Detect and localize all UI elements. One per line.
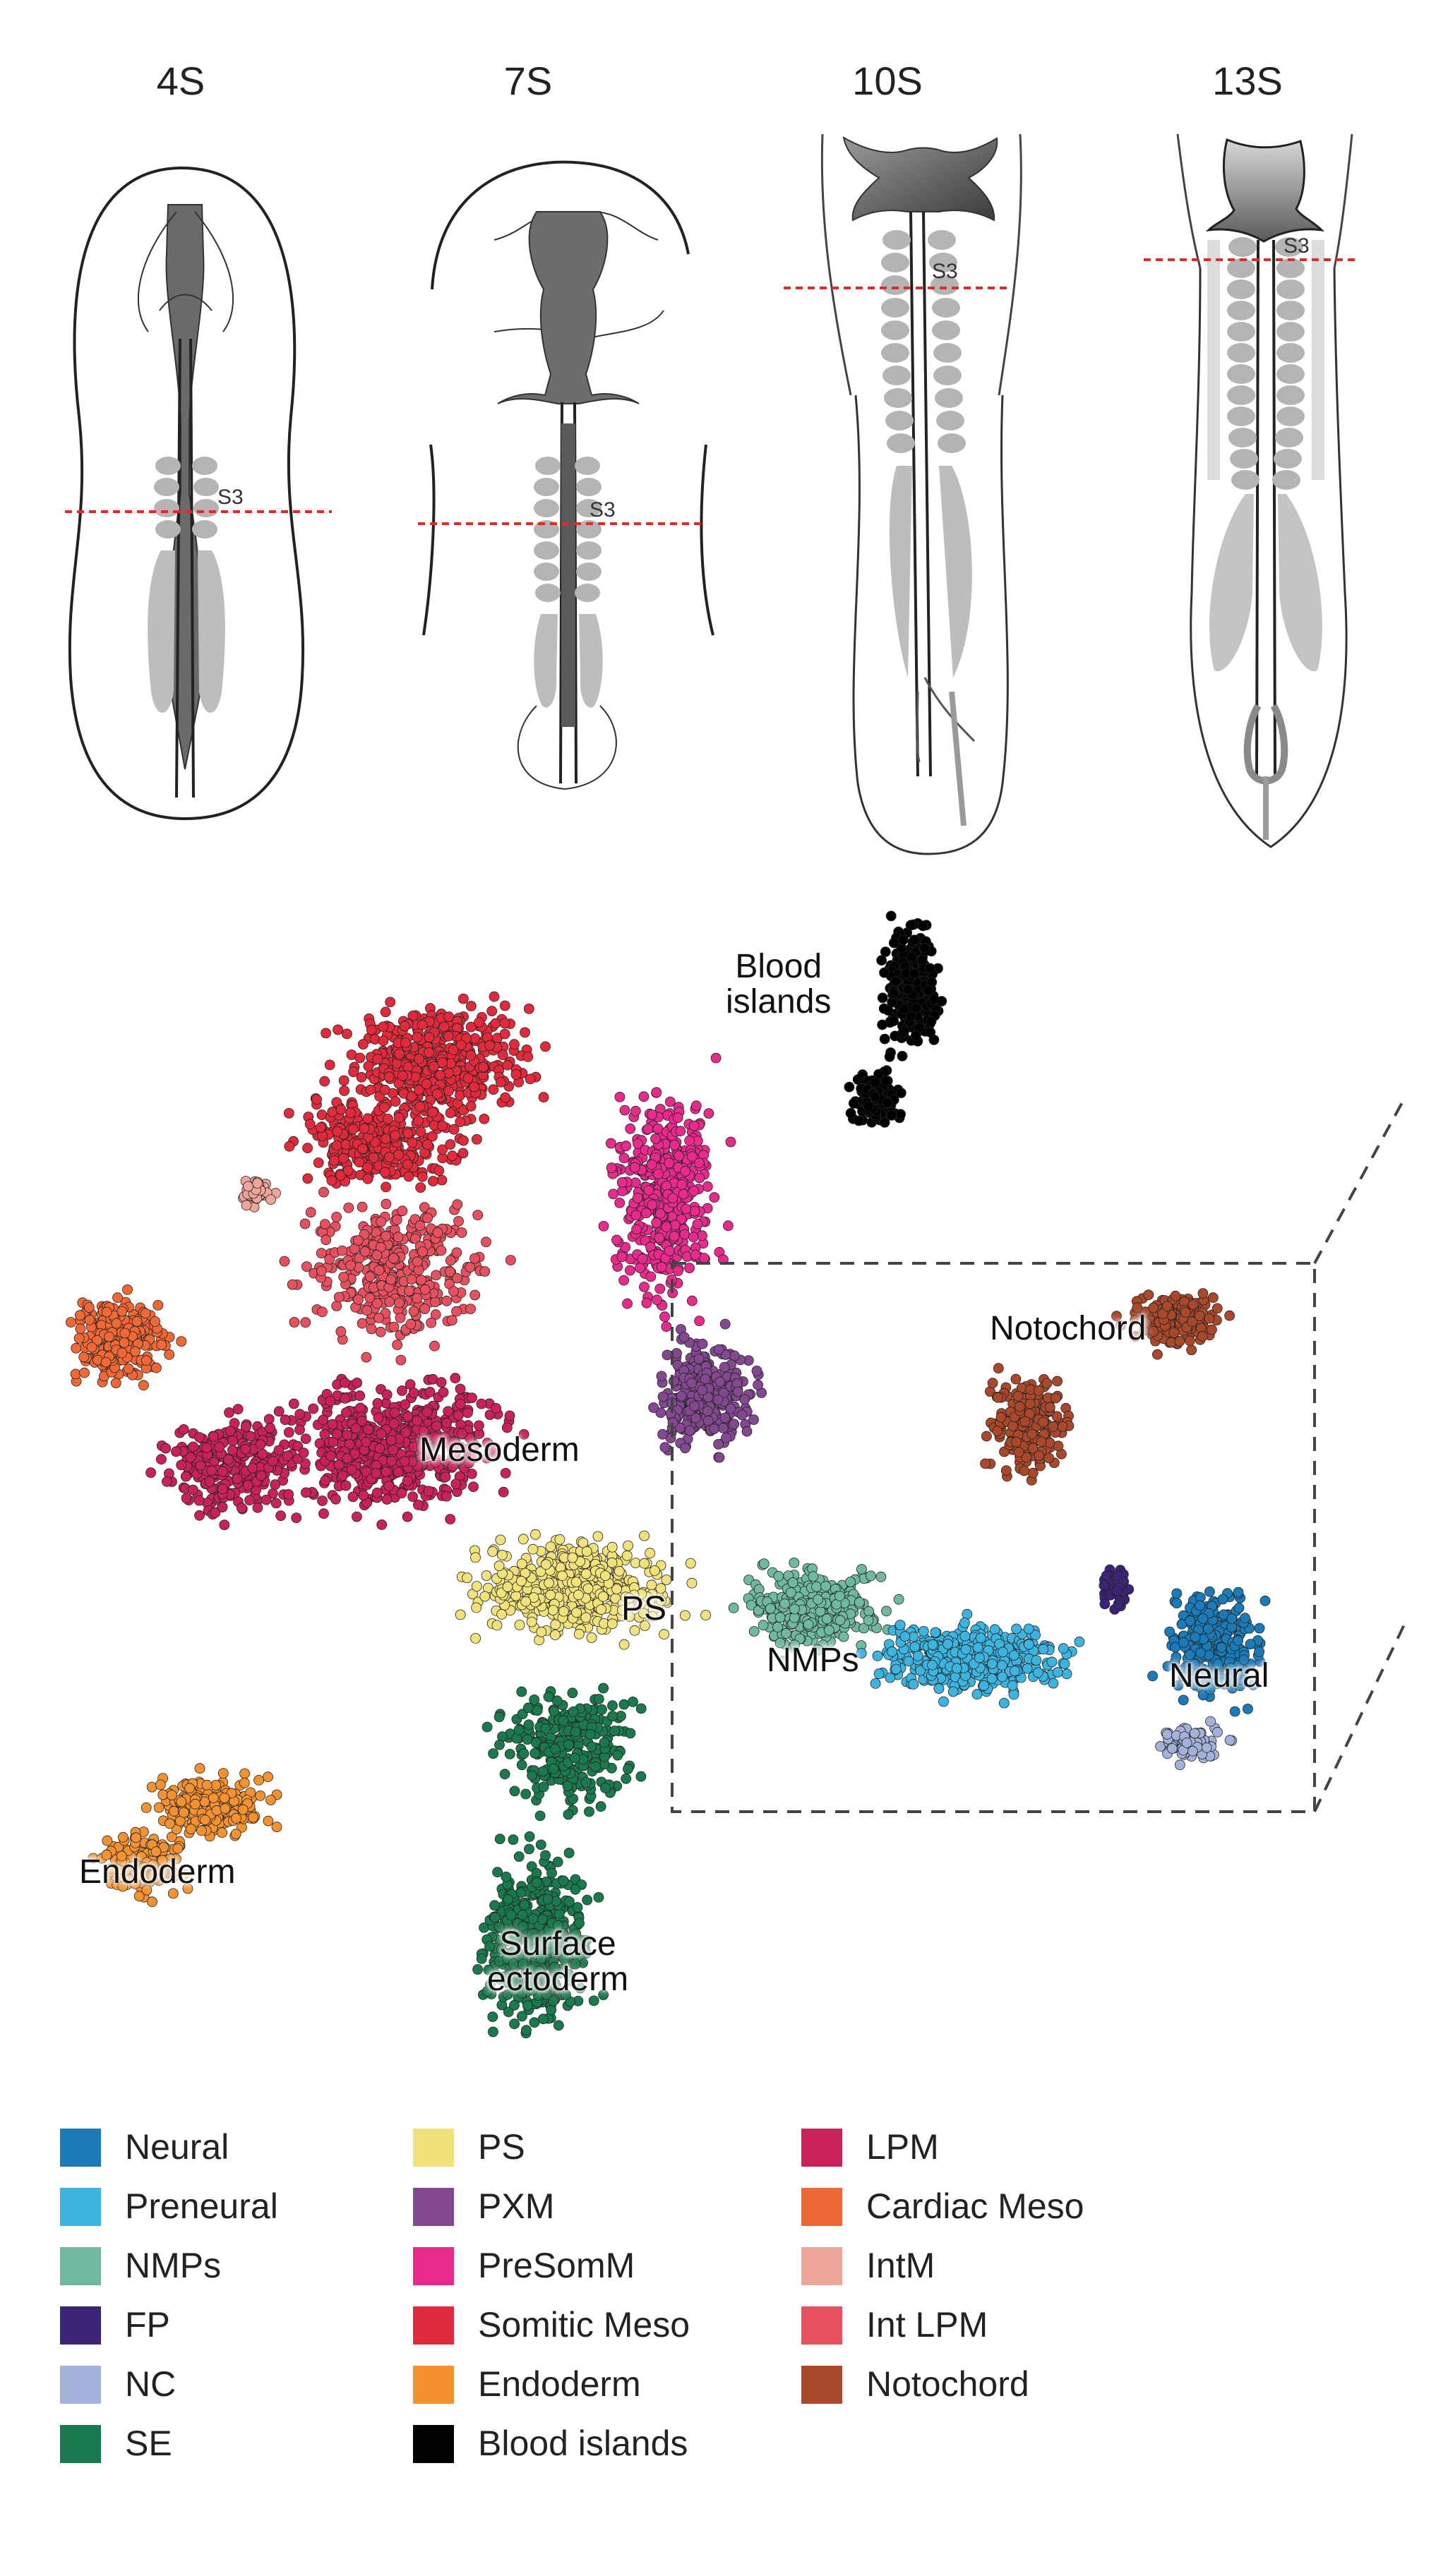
- legend-item: Endoderm: [413, 2361, 808, 2411]
- zoom-box: [671, 1262, 1316, 1813]
- legend-label: Blood islands: [478, 2424, 688, 2463]
- legend-label: Neural: [125, 2127, 229, 2167]
- legend-item: Notochord: [801, 2361, 1197, 2411]
- embryo-13s-somites: [1227, 237, 1305, 490]
- embryo-10s-somites: [881, 230, 966, 453]
- embryo-4s-psm-left: [148, 550, 175, 713]
- legend-label: Cardiac Meso: [866, 2186, 1084, 2226]
- legend-label: PS: [478, 2127, 525, 2167]
- legend-swatch: [413, 2306, 454, 2345]
- legend-label: Somitic Meso: [478, 2305, 690, 2345]
- legend-item: Int LPM: [801, 2302, 1197, 2352]
- legend-item: LPM: [801, 2124, 1197, 2174]
- cluster-label-blood-line2: islands: [726, 983, 832, 1021]
- cluster-label-neural: Neural: [1169, 1657, 1269, 1695]
- zoom-line-upper: [1313, 1097, 1406, 1264]
- legend-item: Somitic Meso: [413, 2302, 808, 2352]
- legend-swatch: [413, 2366, 454, 2404]
- embryo-10s-head: [842, 136, 998, 222]
- legend-swatch: [60, 2129, 101, 2167]
- legend-item: Preneural: [60, 2184, 455, 2233]
- embryo-4s-s3-label: S3: [217, 486, 244, 509]
- stage-label-10s: 10S: [852, 59, 923, 103]
- cluster-label-surface-line1: Surface: [499, 1925, 616, 1963]
- umap-cells: [66, 910, 1271, 2039]
- legend-item: IntM: [801, 2243, 1197, 2292]
- cluster-label-ps: PS: [621, 1590, 667, 1627]
- legend-item: FP: [60, 2302, 455, 2352]
- zoom-line-lower: [1313, 1623, 1406, 1812]
- legend-label: NMPs: [125, 2246, 222, 2285]
- embryo-7s-s3-label: S3: [590, 498, 616, 522]
- legend-swatch: [413, 2129, 454, 2167]
- stage-label-4s: 4S: [156, 59, 205, 103]
- legend-label: IntM: [866, 2246, 935, 2285]
- legend-item: Cardiac Meso: [801, 2184, 1197, 2233]
- embryo-13s-s3-label: S3: [1284, 234, 1310, 258]
- stage-label-7s: 7S: [503, 59, 553, 103]
- cluster-label-endoderm: Endoderm: [79, 1853, 236, 1891]
- legend-label: PreSomM: [478, 2246, 635, 2285]
- legend-swatch: [60, 2366, 101, 2404]
- legend-item: PreSomM: [413, 2243, 808, 2292]
- cluster-label-notochord: Notochord: [990, 1310, 1147, 1347]
- legend-item: SE: [60, 2421, 455, 2470]
- embryo-10s: S3: [784, 133, 1022, 855]
- legend-label: FP: [125, 2305, 170, 2345]
- cluster-label-nmps: NMPs: [767, 1642, 859, 1679]
- legend-swatch: [801, 2366, 842, 2404]
- legend-swatch: [413, 2425, 454, 2463]
- cluster-label-mesoderm: Mesoderm: [419, 1431, 580, 1469]
- embryo-4s: S3: [65, 166, 332, 821]
- legend-label: SE: [125, 2424, 172, 2463]
- legend-label: LPM: [866, 2127, 939, 2167]
- legend-swatch: [413, 2247, 454, 2285]
- legend-swatch: [60, 2306, 101, 2345]
- embryo-13s: S3: [1144, 133, 1357, 848]
- legend-item: PS: [413, 2124, 808, 2174]
- legend-label: PXM: [478, 2186, 555, 2226]
- legend-swatch: [801, 2306, 842, 2345]
- legend-item: Neural: [60, 2124, 455, 2174]
- legend-item: Blood islands: [413, 2421, 808, 2470]
- embryo-13s-tailbud: [1243, 704, 1288, 785]
- cluster-label-surface-ectoderm: Surface ectoderm: [487, 1925, 629, 1999]
- legend-swatch: [60, 2188, 101, 2226]
- legend-swatch: [801, 2247, 842, 2285]
- legend-label: Preneural: [125, 2186, 278, 2226]
- embryo-7s-head-outline: [431, 160, 690, 290]
- legend-swatch: [801, 2188, 842, 2226]
- embryo-13s-head: [1205, 138, 1325, 243]
- diagram-canvas: S3 S3: [65, 133, 1406, 2039]
- legend-item: PXM: [413, 2184, 808, 2233]
- legend-item: NC: [60, 2361, 455, 2411]
- cluster-label-blood-islands: Blood islands: [726, 949, 831, 1021]
- embryo-4s-psm-right: [198, 550, 225, 713]
- embryo-4s-outline: [68, 166, 305, 821]
- legend-label: NC: [125, 2364, 176, 2404]
- legend-swatch: [60, 2247, 101, 2285]
- legend-swatch: [60, 2425, 101, 2463]
- umap-scatter: [66, 910, 1406, 2039]
- legend-label: Notochord: [866, 2364, 1029, 2404]
- stage-label-13s: 13S: [1212, 59, 1283, 103]
- legend-swatch: [801, 2129, 842, 2167]
- embryo-10s-s3-label: S3: [932, 260, 958, 283]
- embryo-13s-outline: [1190, 267, 1348, 848]
- legend-label: Int LPM: [866, 2305, 988, 2345]
- legend-item: NMPs: [60, 2243, 455, 2292]
- embryo-10s-outline: [852, 395, 1009, 855]
- cluster-label-surface-line2: ectoderm: [487, 1961, 629, 1999]
- cluster-label-blood-line1: Blood: [735, 948, 822, 985]
- legend-label: Endoderm: [478, 2364, 641, 2404]
- legend: Neural Preneural NMPs FP NC SE PS PXM PreSomM Som…: [60, 2124, 1303, 2520]
- legend-swatch: [413, 2188, 454, 2226]
- embryo-7s: S3: [418, 160, 714, 790]
- embryo-4s-somites: [154, 457, 219, 538]
- embryo-7s-head-fold: [497, 211, 640, 404]
